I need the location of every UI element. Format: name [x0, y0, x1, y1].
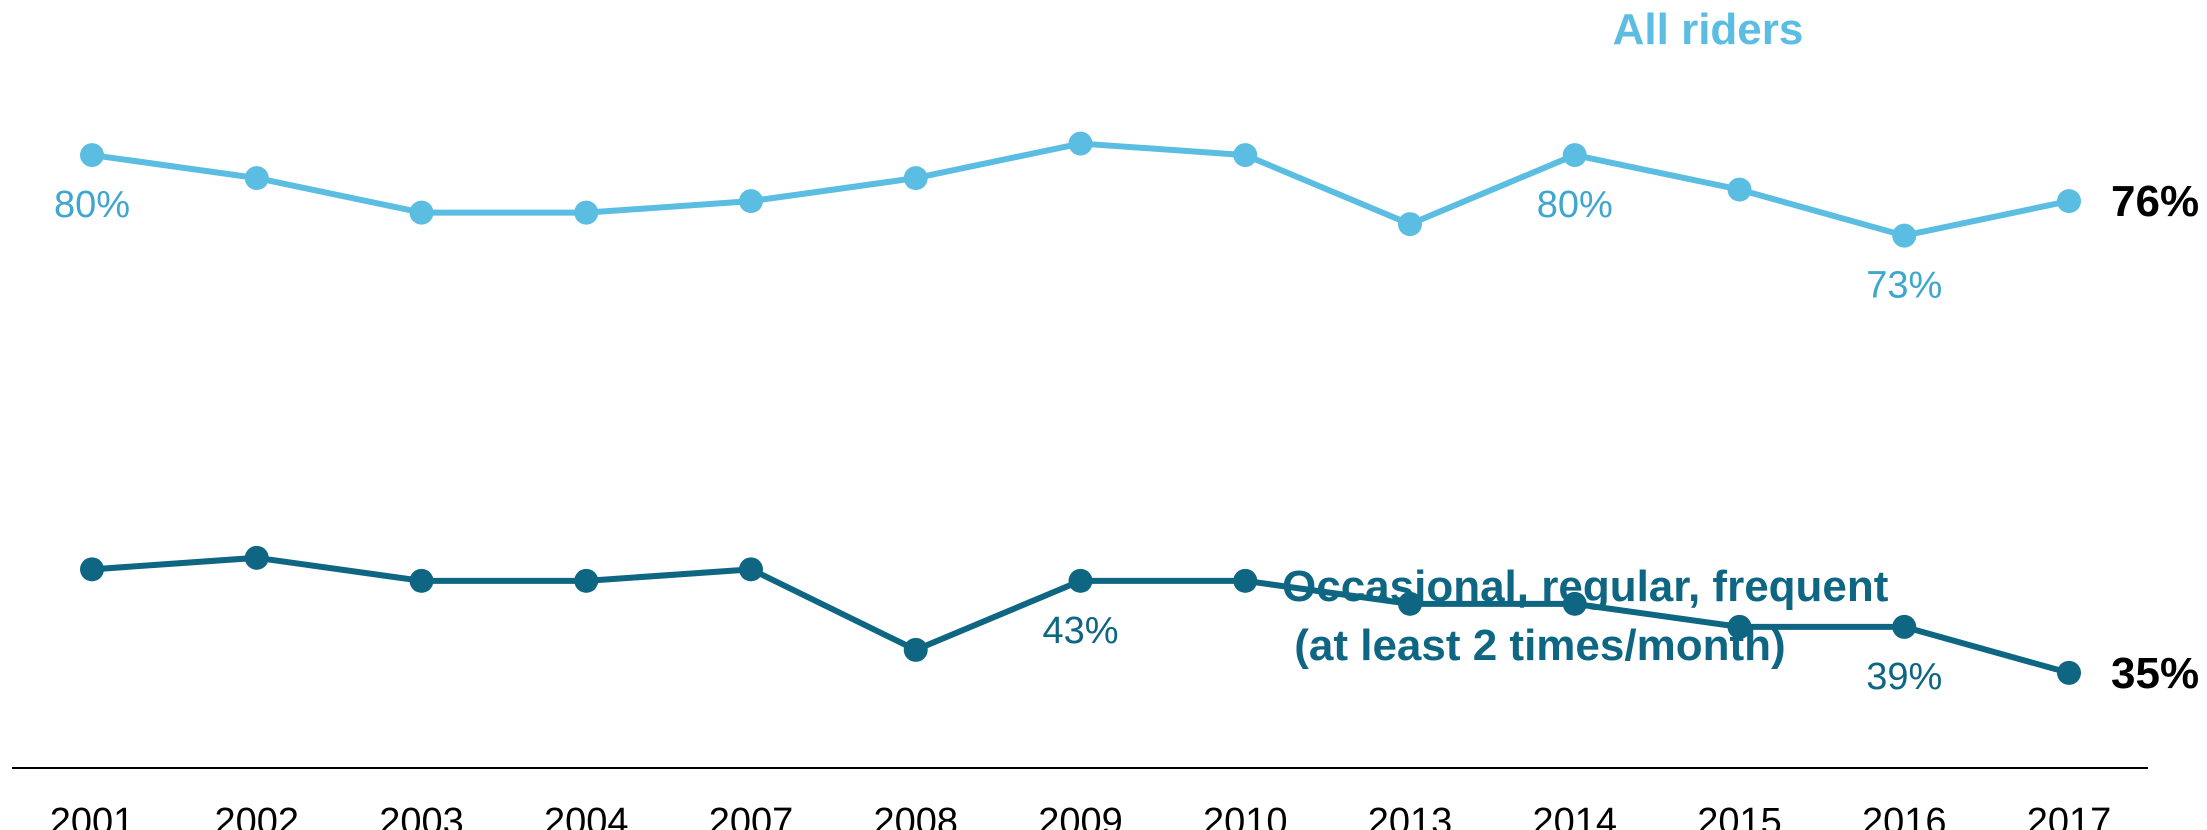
data-point — [1398, 591, 1422, 616]
x-tick-label: 2007 — [709, 801, 794, 830]
x-axis-ticks: 2001 2002 2003 2004 2007 2008 2009 2010 2013 2014… — [50, 801, 2112, 830]
data-label: 80% — [54, 184, 130, 226]
data-point — [1727, 614, 1752, 639]
series-title: All riders — [1613, 5, 1804, 54]
x-tick-label: 2013 — [1368, 801, 1453, 830]
x-tick-label: 2016 — [1862, 801, 1947, 830]
data-point — [1068, 131, 1093, 156]
data-point — [409, 568, 434, 593]
data-point — [574, 200, 599, 225]
data-point — [1233, 568, 1258, 593]
data-point — [903, 166, 928, 191]
data-point — [1068, 568, 1093, 593]
data-point — [1892, 614, 1917, 639]
x-tick-label: 2009 — [1038, 801, 1123, 830]
x-tick-label: 2010 — [1203, 801, 1288, 830]
label-layer: 80% 80% 73% 76% All riders 43% 39% 35% Occasiona… — [54, 5, 2199, 698]
series-title-line: (at least 2 times/month) — [1282, 621, 1786, 670]
series-line-1 — [91, 140, 2070, 239]
data-point — [1562, 143, 1587, 168]
data-point — [2057, 660, 2081, 685]
data-point — [1562, 591, 1587, 616]
data-point — [574, 568, 599, 593]
data-label: 43% — [1042, 610, 1118, 652]
data-point — [80, 143, 104, 168]
data-point — [1398, 212, 1422, 237]
data-label: 73% — [1866, 265, 1942, 307]
data-point — [2057, 189, 2081, 214]
data-point — [1727, 177, 1752, 202]
series-title-line: Occasional, regular, frequent — [1282, 562, 1889, 611]
data-label: 39% — [1866, 656, 1942, 698]
data-point — [1892, 223, 1917, 248]
data-point — [244, 545, 269, 570]
data-point — [80, 557, 104, 582]
data-label: 80% — [1537, 184, 1613, 226]
data-point — [739, 189, 763, 214]
data-point — [409, 200, 434, 225]
x-tick-label: 2004 — [544, 801, 629, 830]
end-value-label: 76% — [2111, 177, 2199, 226]
data-point — [903, 637, 928, 662]
end-value-label: 35% — [2111, 649, 2199, 698]
x-tick-label: 2014 — [1532, 801, 1617, 830]
data-point — [1233, 143, 1258, 168]
series-layer — [80, 131, 2081, 685]
x-tick-label: 2003 — [379, 801, 464, 830]
x-tick-label: 2008 — [873, 801, 958, 830]
x-tick-label: 2001 — [50, 801, 135, 830]
data-point — [244, 166, 269, 191]
x-tick-label: 2017 — [2027, 801, 2112, 830]
x-tick-label: 2002 — [214, 801, 299, 830]
data-point — [739, 557, 763, 582]
x-tick-label: 2015 — [1697, 801, 1782, 830]
